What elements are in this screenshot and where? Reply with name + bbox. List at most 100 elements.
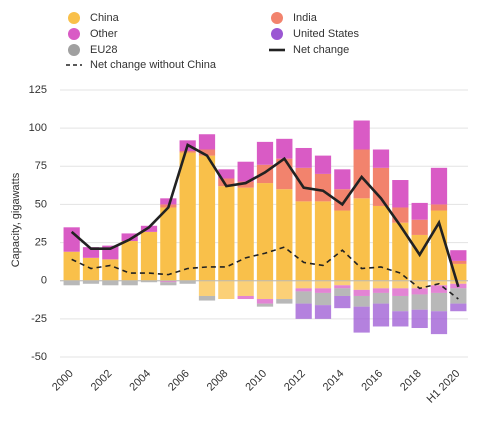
bar-segment [63, 251, 80, 281]
bar-segment-negative [372, 292, 390, 304]
bar-segment [353, 149, 370, 199]
legend-swatch [271, 28, 283, 40]
bar-segment [372, 205, 390, 281]
bar-segment-negative [372, 288, 390, 293]
bar-segment-negative [314, 280, 332, 289]
bar-segment-negative [372, 280, 390, 289]
bar-segment-negative [295, 280, 312, 289]
bar-segment [102, 259, 119, 281]
y-tick-label: 100 [29, 122, 47, 134]
bar-segment-negative [353, 306, 370, 333]
bar-segment-negative [237, 295, 254, 300]
bar-segment [430, 167, 448, 205]
bar-segment-negative [430, 311, 448, 335]
bar-segment [314, 201, 332, 281]
y-tick-label: 25 [35, 236, 47, 248]
bar-segment-negative [411, 309, 428, 329]
y-tick-label: -50 [31, 351, 47, 363]
bar-segment [295, 201, 312, 281]
bar-segment-negative [430, 285, 448, 293]
bar-segment [198, 155, 216, 281]
bar-segment [314, 173, 332, 202]
x-tick-label: 2008 [205, 368, 231, 394]
bar-segment-negative [334, 280, 351, 286]
x-tick-label: 2006 [166, 368, 192, 394]
bar-segment-negative [392, 295, 409, 312]
legend-label: Other [90, 28, 118, 40]
bar-segment-negative [63, 280, 80, 286]
y-tick-label: 0 [41, 275, 47, 287]
bar-segment [82, 247, 100, 258]
bar-segment-negative [198, 295, 216, 301]
bar-segment-negative [82, 280, 100, 284]
bar-segment [63, 227, 80, 252]
bar-segment [121, 241, 138, 281]
legend-label: United States [293, 28, 360, 40]
bar-segment-negative [430, 292, 448, 312]
bar-segment-negative [276, 280, 293, 300]
y-axis-label: Capacity, gigawatts [10, 172, 22, 267]
bar-segment-negative [334, 295, 351, 309]
bar-segment [334, 169, 351, 190]
bar-segment [218, 178, 235, 187]
bar-segment [334, 189, 351, 211]
bar-segment-negative [160, 280, 177, 283]
x-tick-label: 2010 [243, 368, 269, 394]
bar-segment-negative [450, 280, 467, 284]
legend-label: Net change [293, 44, 349, 56]
bar-segment [372, 167, 390, 206]
bar-segment [411, 219, 428, 235]
x-tick-label: 2012 [282, 368, 308, 394]
line [71, 246, 459, 300]
bar-segment-negative [353, 295, 370, 307]
bar-segment-negative [392, 280, 409, 289]
bar-segment-negative [353, 289, 370, 296]
bar-segment-negative [450, 288, 467, 304]
bar-segment [218, 186, 235, 281]
bar-segment-negative [198, 280, 216, 296]
bar-segment-negative [392, 288, 409, 296]
legend-swatch [68, 44, 80, 56]
bar-segment [353, 198, 370, 281]
legend-label: India [293, 12, 318, 24]
bar-segment [411, 234, 428, 281]
legend-label: China [90, 12, 120, 24]
bar-segment-negative [314, 305, 332, 319]
bar-segment [411, 202, 428, 220]
bar-segment [372, 149, 390, 168]
bar-segment-negative [102, 280, 119, 286]
x-tick-label: 2004 [127, 368, 153, 394]
bar-segment [256, 141, 274, 165]
bar-segment [160, 207, 177, 281]
bar-segment-negative [256, 303, 274, 307]
bar-segment-negative [256, 299, 274, 304]
bar-segment [237, 161, 254, 182]
bar-segment-negative [392, 311, 409, 327]
x-tick-label: 2018 [398, 368, 424, 394]
bar-segment [392, 222, 409, 281]
bar-segment-negative [314, 292, 332, 306]
bar-segment-negative [314, 288, 332, 293]
bar-segment-negative [140, 280, 158, 283]
bar-segment-negative [256, 280, 274, 300]
bar-segment [276, 189, 293, 281]
legend-swatch [68, 12, 80, 24]
bar-segment-negative [334, 288, 351, 296]
bar-segment [160, 198, 177, 205]
bar-segment [392, 207, 409, 223]
x-tick-label: H1 2020 [425, 368, 463, 406]
legend-swatch [271, 12, 283, 24]
bar-segment [295, 167, 312, 202]
bar-segment-negative [411, 280, 428, 289]
bar-segment-negative [450, 303, 467, 312]
bar-segment-negative [295, 303, 312, 319]
bar-segment [276, 138, 293, 159]
bar-segment-negative [411, 288, 428, 295]
bar-segment [334, 210, 351, 281]
bar-segment [392, 180, 409, 208]
x-tick-label: 2002 [89, 368, 115, 394]
bar-segment [218, 169, 235, 179]
bar-segment-negative [179, 280, 196, 284]
bar-segment-negative [353, 280, 370, 290]
